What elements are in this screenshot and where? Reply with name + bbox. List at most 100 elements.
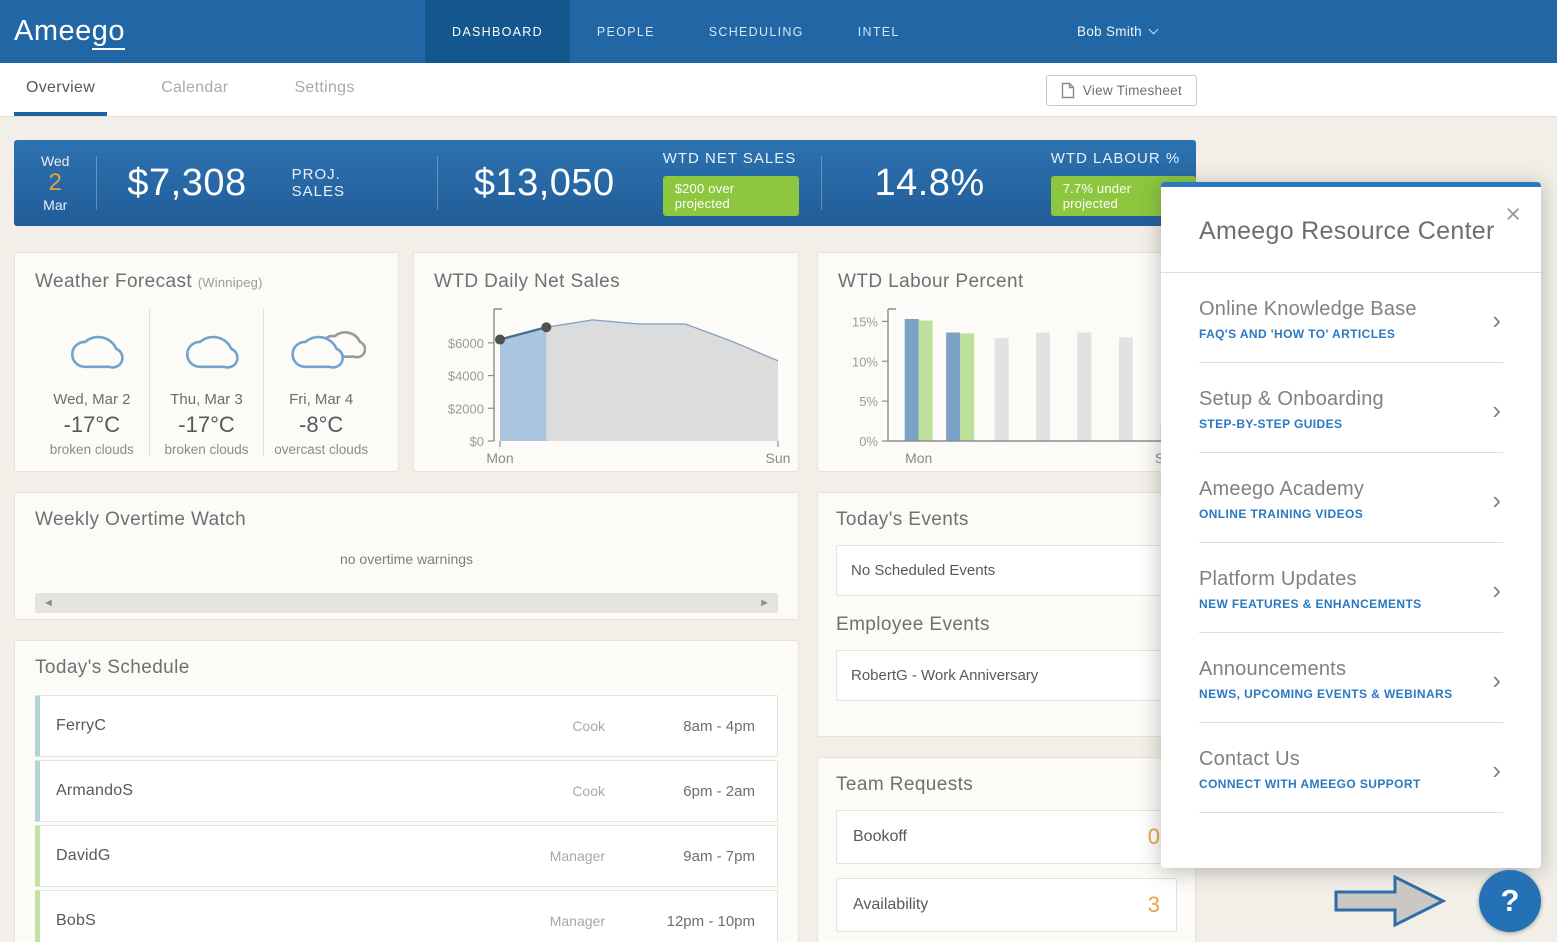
view-timesheet-button[interactable]: View Timesheet xyxy=(1045,75,1197,106)
banner-weekday: Wed xyxy=(40,153,70,170)
weather-title-text: Weather Forecast xyxy=(35,271,193,292)
weather-day: Fri, Mar 4 -8°C overcast clouds xyxy=(263,309,378,457)
weather-temp: -8°C xyxy=(299,412,344,437)
labour-value: 14.8% xyxy=(874,161,985,204)
net-sales-label: WTD NET SALES xyxy=(662,150,797,167)
schedule-row[interactable]: BobS Manager 12pm - 10pm xyxy=(35,890,778,942)
stats-banner: Wed 2 Mar $7,308 PROJ. SALES $13,050 WTD… xyxy=(14,140,1196,226)
schedule-row[interactable]: ArmandoS Cook 6pm - 2am xyxy=(35,760,778,822)
banner-divider xyxy=(821,156,823,210)
weather-temp: -17°C xyxy=(178,412,235,437)
resource-item-title: Setup & Onboarding xyxy=(1199,388,1384,410)
svg-text:$4000: $4000 xyxy=(448,369,484,384)
cloud-icon xyxy=(154,317,260,379)
shift-time: 6pm - 2am xyxy=(683,782,755,800)
ameego-logo[interactable]: Ameego xyxy=(14,15,126,50)
resource-item-knowledge-base[interactable]: Online Knowledge Base FAQ'S AND 'HOW TO'… xyxy=(1199,273,1503,363)
resource-item-platform-updates[interactable]: Platform Updates NEW FEATURES & ENHANCEM… xyxy=(1199,543,1503,633)
resource-center-items: Online Knowledge Base FAQ'S AND 'HOW TO'… xyxy=(1161,273,1541,813)
svg-text:5%: 5% xyxy=(859,394,878,409)
svg-text:Mon: Mon xyxy=(486,450,513,466)
labour-label: WTD LABOUR % xyxy=(1050,150,1181,167)
weather-title: Weather Forecast (Winnipeg) xyxy=(35,271,378,293)
shift-time: 12pm - 10pm xyxy=(666,912,755,930)
bookoff-row[interactable]: Bookoff 0 xyxy=(836,810,1177,864)
sub-tabs: Overview Calendar Settings xyxy=(14,63,1557,116)
daily-net-sales-title: WTD Daily Net Sales xyxy=(434,271,621,292)
svg-text:$0: $0 xyxy=(470,434,484,449)
weather-temp: -17°C xyxy=(63,412,121,437)
employee-role: Manager xyxy=(549,913,605,929)
chevron-right-icon: › xyxy=(1492,304,1501,335)
request-count: 0 xyxy=(1147,824,1160,849)
chevron-right-icon: › xyxy=(1492,484,1501,515)
pointer-arrow-annotation xyxy=(1333,872,1447,935)
schedule-row[interactable]: FerryC Cook 8am - 4pm xyxy=(35,695,778,757)
nav-item-scheduling[interactable]: SCHEDULING xyxy=(708,24,804,39)
resource-item-setup-onboarding[interactable]: Setup & Onboarding STEP-BY-STEP GUIDES › xyxy=(1199,363,1503,453)
net-sales-value: $13,050 xyxy=(473,161,615,204)
document-icon xyxy=(1061,82,1074,99)
user-menu[interactable]: Bob Smith xyxy=(1077,0,1159,63)
employee-event-row[interactable]: RobertG - Work Anniversary xyxy=(836,650,1177,701)
team-requests-card: Team Requests Bookoff 0 Availability 3 xyxy=(817,757,1196,942)
svg-text:15%: 15% xyxy=(852,314,878,329)
request-count: 3 xyxy=(1147,892,1160,917)
schedule-row[interactable]: DavidG Manager 9am - 7pm xyxy=(35,825,778,887)
chevron-right-icon: › xyxy=(1492,664,1501,695)
nav-item-people[interactable]: PEOPLE xyxy=(596,24,655,39)
tab-settings[interactable]: Settings xyxy=(294,78,355,96)
resource-item-contact-us[interactable]: Contact Us CONNECT WITH AMEEGO SUPPORT › xyxy=(1199,723,1503,813)
chevron-right-icon: › xyxy=(1492,754,1501,785)
resource-item-title: Contact Us xyxy=(1199,748,1300,770)
svg-text:10%: 10% xyxy=(852,354,878,369)
overtime-empty-message: no overtime warnings xyxy=(339,551,474,567)
resource-item-subtitle: CONNECT WITH AMEEGO SUPPORT xyxy=(1199,777,1421,791)
shift-time: 9am - 7pm xyxy=(683,847,755,865)
svg-text:0%: 0% xyxy=(859,434,878,449)
help-button[interactable]: ? xyxy=(1479,870,1541,932)
resource-item-subtitle: STEP-BY-STEP GUIDES xyxy=(1199,417,1343,431)
resource-item-subtitle: NEW FEATURES & ENHANCEMENTS xyxy=(1199,597,1422,611)
todays-schedule-card: Today's Schedule FerryC Cook 8am - 4pm A… xyxy=(14,640,799,942)
employee-events-title: Employee Events xyxy=(836,614,990,635)
view-timesheet-label: View Timesheet xyxy=(1082,83,1182,98)
weather-desc: broken clouds xyxy=(49,442,134,457)
banner-divider xyxy=(96,156,98,210)
nav-item-dashboard[interactable]: DASHBOARD xyxy=(425,0,570,63)
question-mark-icon: ? xyxy=(1500,883,1520,918)
weather-date: Thu, Mar 3 xyxy=(170,391,243,408)
resource-item-academy[interactable]: Ameego Academy ONLINE TRAINING VIDEOS › xyxy=(1199,453,1503,543)
scroll-right-icon[interactable]: ► xyxy=(759,597,770,609)
resource-item-subtitle: ONLINE TRAINING VIDEOS xyxy=(1199,507,1364,521)
resource-item-title: Announcements xyxy=(1199,658,1347,680)
net-sales-badge: $200 over projected xyxy=(662,176,800,216)
scroll-left-icon[interactable]: ◄ xyxy=(43,597,54,609)
shift-time: 8am - 4pm xyxy=(683,717,755,735)
weather-date: Wed, Mar 2 xyxy=(53,391,131,408)
tab-overview[interactable]: Overview xyxy=(14,63,108,116)
availability-row[interactable]: Availability 3 xyxy=(836,878,1177,932)
horizontal-scrollbar[interactable]: ◄ ► xyxy=(35,593,778,613)
daily-net-sales-chart: $0 $2000 $4000 $6000 Mon Sun xyxy=(448,308,790,466)
nav-item-intel[interactable]: INTEL xyxy=(857,24,900,39)
svg-text:Mon: Mon xyxy=(905,450,932,466)
top-navigation: Ameego DASHBOARD PEOPLE SCHEDULING INTEL… xyxy=(0,0,1557,63)
overtime-watch-card: Weekly Overtime Watch no overtime warnin… xyxy=(14,492,799,620)
no-events-row: No Scheduled Events xyxy=(836,545,1177,596)
employee-name: BobS xyxy=(56,912,96,929)
banner-date: Wed 2 Mar xyxy=(14,153,96,213)
svg-text:$6000: $6000 xyxy=(448,336,484,351)
close-icon[interactable]: × xyxy=(1505,199,1521,229)
weather-day: Thu, Mar 3 -17°C broken clouds xyxy=(148,309,264,457)
resource-item-announcements[interactable]: Announcements NEWS, UPCOMING EVENTS & WE… xyxy=(1199,633,1503,723)
tab-calendar[interactable]: Calendar xyxy=(161,78,229,96)
weather-desc: overcast clouds xyxy=(274,442,369,457)
chevron-right-icon: › xyxy=(1492,574,1501,605)
overtime-title: Weekly Overtime Watch xyxy=(35,509,247,530)
request-label: Availability xyxy=(853,896,929,913)
resource-center-panel: Ameego Resource Center × Online Knowledg… xyxy=(1161,182,1541,868)
labour-percent-title: WTD Labour Percent xyxy=(838,271,1024,292)
